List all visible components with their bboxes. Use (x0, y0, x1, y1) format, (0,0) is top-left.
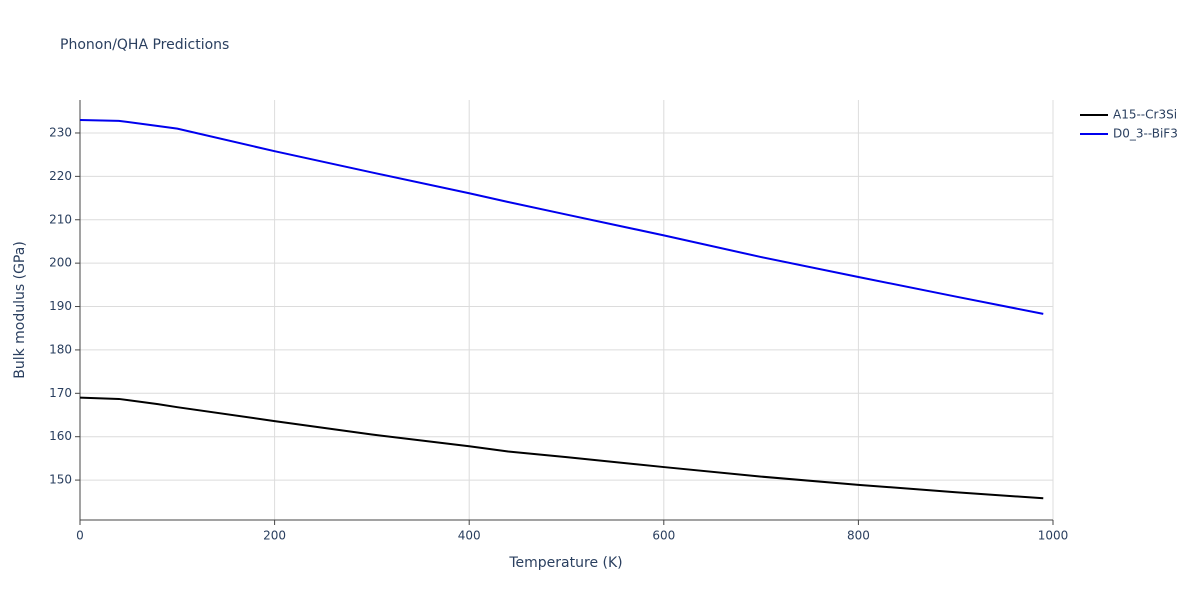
y-tick-label: 230 (49, 125, 72, 139)
x-tick-label: 200 (263, 529, 286, 543)
line-series (79, 396, 1044, 500)
legend-label: A15--Cr3Si (1113, 108, 1177, 122)
x-tick-label: 0 (76, 529, 84, 543)
y-axis-label: Bulk modulus (GPa) (12, 241, 28, 379)
y-tick-label: 220 (49, 169, 72, 183)
x-tick-label: 400 (458, 529, 481, 543)
y-tick-label: 160 (49, 429, 72, 443)
y-tick-label: 170 (49, 386, 72, 400)
y-tick-label: 190 (49, 299, 72, 313)
y-tick-label: 150 (49, 473, 72, 487)
x-tick-label: 800 (847, 529, 870, 543)
y-tick-label: 210 (49, 212, 72, 226)
x-tick-label: 600 (652, 529, 675, 543)
chart-title: Phonon/QHA Predictions (60, 37, 229, 53)
x-tick-label: 1000 (1038, 529, 1069, 543)
legend-label: D0_3--BiF3 (1113, 127, 1178, 141)
line-series (79, 118, 1044, 315)
x-axis-label: Temperature (K) (508, 555, 622, 571)
y-tick-label: 200 (49, 256, 72, 270)
y-tick-label: 180 (49, 342, 72, 356)
